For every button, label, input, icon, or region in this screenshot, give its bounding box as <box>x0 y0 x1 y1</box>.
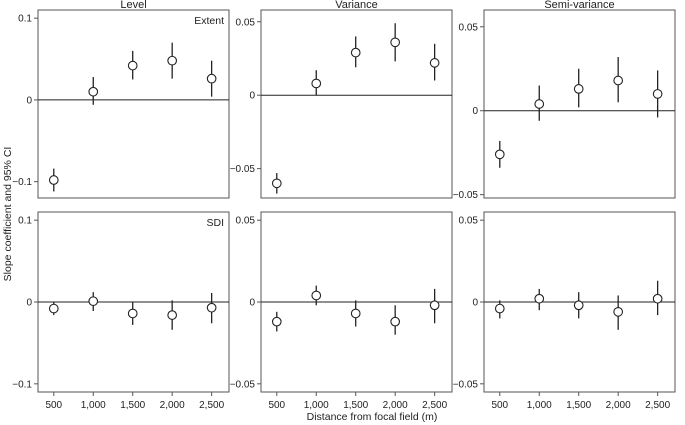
y-axis-label: Slope coefficient and 95% CI <box>2 147 14 282</box>
panel-label: SDI <box>206 217 224 229</box>
y-tick-label: 0.05 <box>459 22 479 33</box>
panel-2: −0.05 0 0.05 Variance <box>230 0 453 199</box>
data-point <box>127 60 138 71</box>
data-point <box>167 55 178 66</box>
data-point <box>271 316 282 327</box>
y-tick-label: −0.05 <box>453 379 479 390</box>
panel-frame <box>260 9 453 199</box>
x-tick-label: 2,500 <box>422 400 447 411</box>
x-tick-label: 2,500 <box>199 400 224 411</box>
data-point <box>429 300 440 311</box>
data-point <box>206 73 217 84</box>
panel-4: −0.1 0 0.1 500 1,000 1,500 2,000 2,500 SDI <box>12 211 230 411</box>
data-point <box>494 149 505 160</box>
x-tick-label: 2,000 <box>160 400 185 411</box>
panel-label: Extent <box>194 15 224 27</box>
y-tick-label: 0 <box>472 298 478 309</box>
data-point <box>48 303 59 314</box>
data-point <box>88 296 99 307</box>
x-axis-label: Distance from focal field (m) <box>307 411 438 423</box>
y-tick-label: −0.05 <box>453 190 479 201</box>
data-point <box>429 58 440 68</box>
x-tick-label: 1,500 <box>343 400 368 411</box>
x-tick-label: 1,500 <box>120 400 145 411</box>
data-point <box>652 293 663 304</box>
x-tick-label: 2,500 <box>645 400 670 411</box>
x-tick-label: 2,000 <box>383 400 408 411</box>
y-tick-label: −0.05 <box>230 164 256 175</box>
y-tick-label: 0 <box>26 95 32 106</box>
y-tick-label: −0.1 <box>12 177 32 188</box>
panel-frame <box>483 9 676 199</box>
column-title: Variance <box>335 0 378 11</box>
data-point <box>167 310 178 320</box>
data-point <box>311 290 322 301</box>
x-tick-label: 1,000 <box>81 400 106 411</box>
data-point <box>350 47 361 58</box>
x-tick-label: 2,000 <box>606 400 631 411</box>
y-tick-label: 0.05 <box>459 216 479 227</box>
y-tick-label: 0 <box>249 298 255 309</box>
data-point <box>613 75 624 86</box>
data-point <box>88 86 99 97</box>
y-tick-label: 0.1 <box>18 216 32 227</box>
data-point <box>311 78 322 89</box>
x-tick-label: 500 <box>45 400 62 411</box>
x-tick-label: 1,000 <box>304 400 329 411</box>
data-point <box>534 293 545 304</box>
y-tick-label: −0.05 <box>230 379 256 390</box>
panel-1: −0.1 0 0.1 Level Extent <box>12 0 230 199</box>
x-tick-label: 1,500 <box>566 400 591 411</box>
y-tick-label: 0.05 <box>236 17 256 28</box>
column-title: Level <box>120 0 146 11</box>
y-tick-label: −0.1 <box>12 379 32 390</box>
data-point <box>350 308 361 319</box>
panel-frame <box>37 9 230 199</box>
data-point <box>573 84 584 94</box>
y-tick-label: 0 <box>249 91 255 102</box>
y-tick-label: 0 <box>26 298 32 309</box>
data-point <box>48 175 59 185</box>
y-tick-label: 0 <box>472 106 478 117</box>
data-point <box>534 99 545 109</box>
column-title: Semi-variance <box>544 0 614 11</box>
data-point <box>494 303 505 314</box>
panel-5: −0.05 0 0.05 500 1,000 1,500 2,000 2,500 <box>230 211 453 411</box>
data-point <box>127 308 138 319</box>
data-point <box>652 89 663 99</box>
y-tick-label: 0.1 <box>18 14 32 25</box>
x-tick-label: 500 <box>268 400 285 411</box>
data-point <box>613 306 624 317</box>
panel-3: −0.05 0 0.05 Semi-variance <box>453 0 676 201</box>
x-tick-label: 500 <box>491 400 508 411</box>
x-tick-label: 1,000 <box>527 400 552 411</box>
panel-6: −0.05 0 0.05 500 1,000 1,500 2,000 2,500 <box>453 211 676 411</box>
data-point <box>271 178 282 189</box>
data-point <box>390 316 401 327</box>
data-point <box>206 302 217 313</box>
data-point <box>390 37 401 48</box>
data-point <box>573 300 584 311</box>
y-tick-label: 0.05 <box>236 216 256 227</box>
